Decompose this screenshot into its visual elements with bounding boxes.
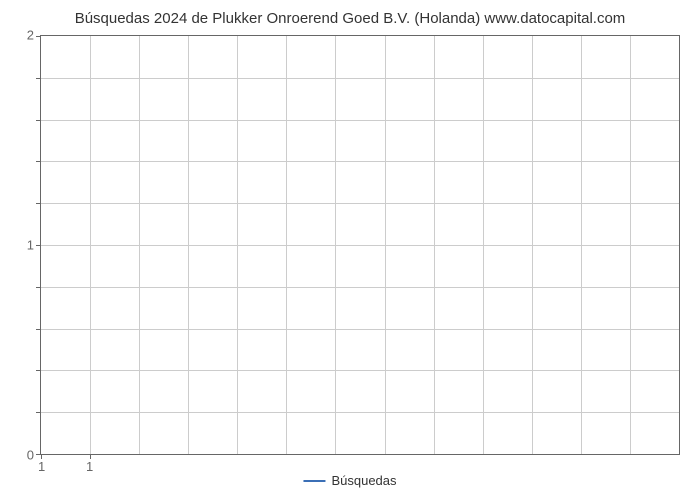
y-axis-label: 1 [27,238,34,253]
x-axis-label: 1 [38,459,45,474]
tick-y [36,78,41,79]
grid-v [630,36,631,454]
grid-h [41,203,679,204]
tick-y [36,287,41,288]
legend-label: Búsquedas [331,473,396,488]
grid-v [385,36,386,454]
grid-v [139,36,140,454]
tick-y [36,370,41,371]
grid-v [335,36,336,454]
chart-title: Búsquedas 2024 de Plukker Onroerend Goed… [10,10,690,27]
chart-legend: Búsquedas [303,473,396,488]
grid-h [41,161,679,162]
grid-v [286,36,287,454]
grid-h [41,78,679,79]
grid-v [188,36,189,454]
y-axis-label: 2 [27,28,34,43]
grid-v [532,36,533,454]
tick-y [36,203,41,204]
grid-h [41,329,679,330]
y-axis-label: 0 [27,448,34,463]
grid-h [41,370,679,371]
grid-v [581,36,582,454]
grid-h [41,245,679,246]
tick-y [36,329,41,330]
grid-v [483,36,484,454]
grid-v [90,36,91,454]
tick-y [36,412,41,413]
tick-y [36,161,41,162]
plot-area [40,35,680,455]
tick-y [36,120,41,121]
legend-line-icon [303,480,325,482]
x-axis-label: 1 [86,459,93,474]
grid-h [41,412,679,413]
grid-v [237,36,238,454]
grid-h [41,287,679,288]
grid-h [41,120,679,121]
plot-wrapper: 2 1 0 1 1 [40,35,680,455]
chart-container: Búsquedas 2024 de Plukker Onroerend Goed… [10,10,690,490]
grid-v [434,36,435,454]
tick-y [36,36,41,37]
tick-y [36,245,41,246]
